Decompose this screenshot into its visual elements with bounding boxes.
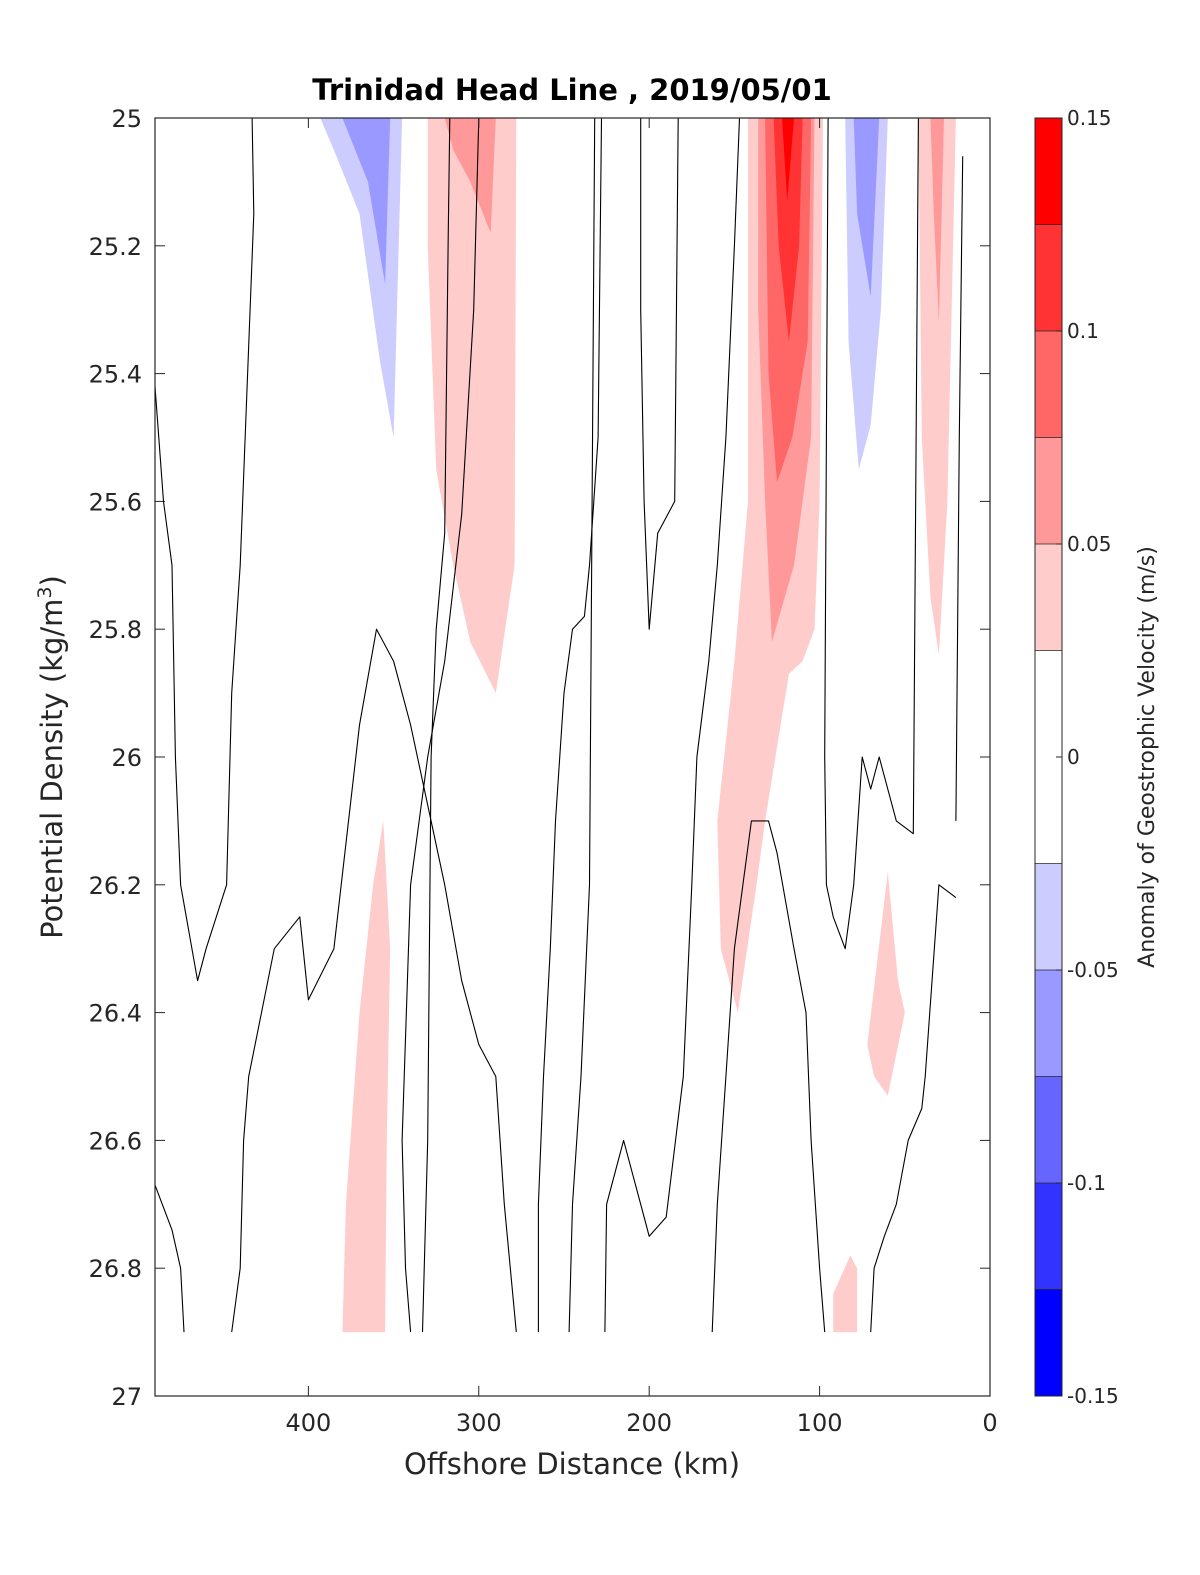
- colorbar-tick-label-0: 0: [1067, 745, 1080, 769]
- colorbar-title: Anomaly of Geostrophic Velocity (m/s): [1135, 546, 1160, 968]
- contour-line-8: [604, 118, 741, 1333]
- filled-region-23: [475, 1300, 505, 1333]
- colorbar-block-10: [1035, 224, 1062, 331]
- filled-region-11: [773, 118, 803, 342]
- filled-region-14: [845, 118, 888, 470]
- filled-region-7: [696, 118, 735, 489]
- colorbar-block-5: [1035, 863, 1062, 970]
- y-tick-label-25: 25: [111, 105, 142, 133]
- y-tick-label-26.2: 26.2: [89, 872, 142, 900]
- contour-line-3: [231, 628, 517, 1333]
- filled-region-19: [867, 872, 905, 1096]
- colorbar-block-9: [1035, 331, 1062, 438]
- y-axis-ticks: 25 25.2 25.4 25.6 25.8 26 26.2 26.4 26.6 26.8 27: [89, 105, 990, 1411]
- contour-line-10: [711, 820, 826, 1333]
- contour-line-1: [155, 118, 255, 982]
- colorbar-block-1: [1035, 1289, 1062, 1396]
- filled-contours: [291, 118, 956, 1333]
- y-axis-title-suffix: ): [35, 575, 69, 586]
- colorbar-tick-label-0.1: 0.1: [1067, 319, 1099, 343]
- colorbar-tick-label--0.05: -0.05: [1067, 958, 1119, 982]
- colorbar-tick-label--0.1: -0.1: [1067, 1171, 1106, 1195]
- colorbar-block-8: [1035, 437, 1062, 544]
- y-tick-label-25.8: 25.8: [89, 616, 142, 644]
- colorbar: 0.15 0.1 0.05 0 -0.05 -0.1 -0.15: [1034, 106, 1119, 1408]
- y-tick-label-25.4: 25.4: [89, 361, 142, 389]
- y-tick-label-26: 26: [111, 744, 142, 772]
- colorbar-blocks: [1035, 118, 1062, 1396]
- y-axis-title-main: Potential Density (kg/m: [35, 599, 69, 939]
- colorbar-block-11: [1035, 118, 1062, 225]
- contour-line-5: [421, 118, 451, 1333]
- plot-area: 400 300 200 100 0 25 25.2 25.4 25.6 25.8 26 26.2 26…: [89, 105, 998, 1437]
- colorbar-tick-label-0.15: 0.15: [1067, 106, 1112, 130]
- y-tick-label-26.4: 26.4: [89, 1000, 142, 1028]
- colorbar-block-7: [1035, 544, 1062, 651]
- filled-region-16: [918, 118, 956, 655]
- filled-region-6: [541, 118, 564, 297]
- colorbar-block-4: [1035, 970, 1062, 1077]
- filled-region-18: [342, 820, 391, 1333]
- x-tick-label-0: 0: [982, 1409, 997, 1437]
- colorbar-block-3: [1035, 1076, 1062, 1183]
- x-tick-label-200: 200: [626, 1409, 672, 1437]
- contour-line-11: [824, 118, 919, 950]
- y-tick-label-26.6: 26.6: [89, 1127, 142, 1155]
- filled-region-20: [731, 923, 808, 1333]
- contour-line-4: [401, 118, 480, 1333]
- y-tick-label-27: 27: [111, 1383, 142, 1411]
- x-axis-ticks: 400 300 200 100 0: [285, 118, 998, 1437]
- filled-region-17: [930, 118, 944, 323]
- contour-line-7: [568, 118, 596, 1333]
- y-axis-title: Potential Density (kg/m3): [34, 575, 69, 939]
- y-tick-label-25.6: 25.6: [89, 488, 142, 516]
- contour-line-2: [155, 1184, 185, 1333]
- x-axis-title: Offshore Distance (km): [404, 1447, 740, 1481]
- colorbar-ticks: 0.15 0.1 0.05 0 -0.05 -0.1 -0.15: [1056, 106, 1119, 1408]
- filled-region-12: [782, 118, 794, 202]
- contour-lines: [155, 118, 964, 1333]
- y-tick-label-25.2: 25.2: [89, 233, 142, 261]
- filled-region-5: [444, 118, 496, 233]
- x-tick-label-400: 400: [285, 1409, 331, 1437]
- filled-region-3: [342, 118, 391, 285]
- x-tick-label-300: 300: [456, 1409, 502, 1437]
- contour-line-13: [955, 156, 964, 821]
- colorbar-block-2: [1035, 1183, 1062, 1290]
- chart-title: Trinidad Head Line , 2019/05/01: [312, 73, 832, 107]
- filled-region-22: [891, 1268, 926, 1333]
- filled-region-4: [427, 118, 517, 694]
- y-axis-title-superscript: 3: [34, 586, 56, 598]
- y-tick-label-26.8: 26.8: [89, 1255, 142, 1283]
- colorbar-tick-label-0.05: 0.05: [1067, 532, 1112, 556]
- filled-region-15: [853, 118, 880, 297]
- contour-line-9: [640, 118, 679, 630]
- colorbar-tick-label--0.15: -0.15: [1067, 1384, 1119, 1408]
- x-tick-label-100: 100: [797, 1409, 843, 1437]
- filled-region-21: [833, 1255, 858, 1333]
- contour-line-12: [870, 884, 957, 1333]
